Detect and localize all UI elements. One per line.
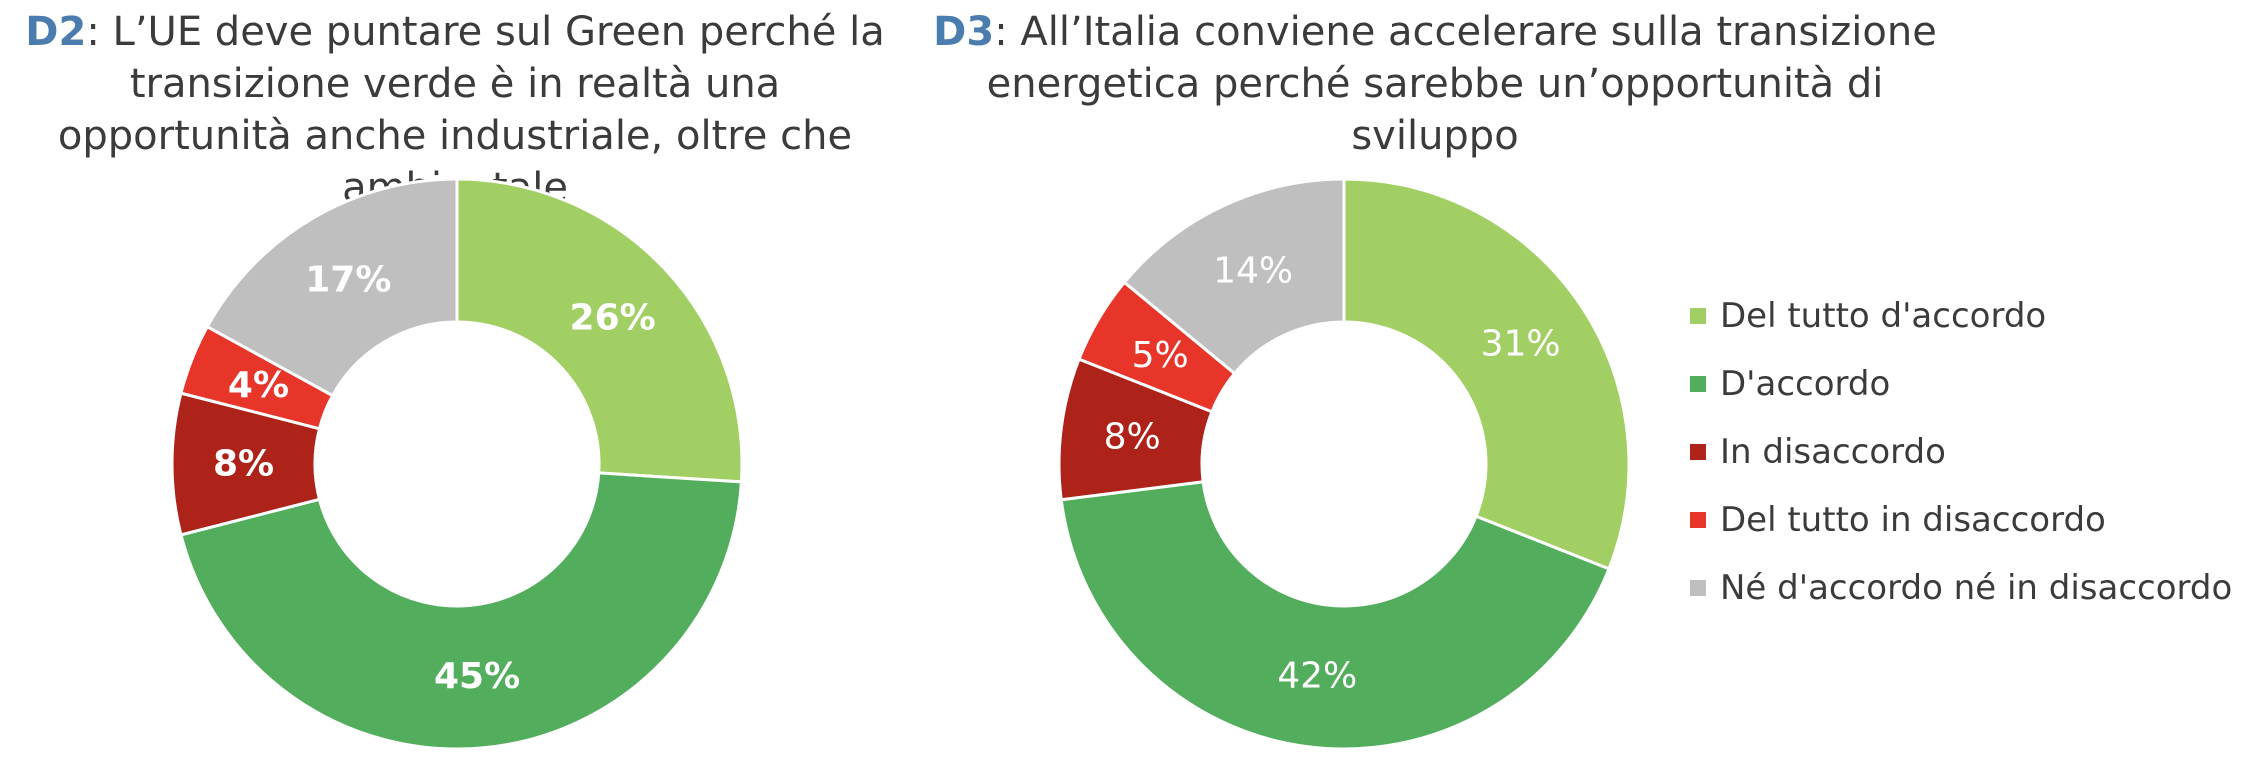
- data-label-d3-0: 31%: [1481, 323, 1561, 364]
- legend-swatch: [1690, 580, 1706, 596]
- legend-item: Né d'accordo né in disaccordo: [1690, 554, 2232, 622]
- data-label-d2-1: 45%: [434, 656, 520, 697]
- data-label-d3-4: 14%: [1213, 250, 1293, 291]
- data-label-d2-2: 8%: [213, 444, 274, 485]
- chart-title-d3-id: D3: [933, 9, 995, 55]
- slice-d3-4: [1122, 177, 1346, 376]
- slice-d2-4: [205, 177, 459, 398]
- data-label-d2-3: 4%: [228, 365, 289, 406]
- legend-label: Del tutto d'accordo: [1720, 296, 2047, 336]
- donut-d2: 26% 45% 8% 4% 17%: [170, 177, 744, 751]
- data-label-d2-4: 17%: [305, 260, 391, 301]
- chart-title-d3-text: : All’Italia conviene accelerare sulla t…: [986, 9, 1937, 159]
- legend-swatch: [1690, 444, 1706, 460]
- legend-label: Né d'accordo né in disaccordo: [1720, 568, 2233, 608]
- legend-swatch: [1690, 376, 1706, 392]
- legend-swatch: [1690, 308, 1706, 324]
- legend-item: Del tutto d'accordo: [1690, 282, 2232, 350]
- legend-label: In disaccordo: [1720, 432, 1946, 472]
- slice-d2-1: [179, 471, 744, 751]
- chart-title-d2-id: D2: [25, 9, 87, 55]
- data-label-d3-2: 8%: [1104, 417, 1161, 458]
- chart-title-d3: D3: All’Italia conviene accelerare sulla…: [930, 6, 1940, 162]
- data-label-d3-1: 42%: [1277, 655, 1357, 696]
- donut-d3: 31% 42% 8% 5% 14%: [1057, 177, 1631, 751]
- legend-item: Del tutto in disaccordo: [1690, 486, 2232, 554]
- legend-item: D'accordo: [1690, 350, 2232, 418]
- legend-label: D'accordo: [1720, 364, 1891, 404]
- slice-d3-0: [1342, 177, 1631, 571]
- legend: Del tutto d'accordo D'accordo In disaccord…: [1690, 282, 2232, 622]
- data-label-d2-0: 26%: [570, 297, 656, 338]
- data-label-d3-3: 5%: [1132, 335, 1189, 376]
- legend-swatch: [1690, 512, 1706, 528]
- slice-d2-0: [455, 177, 744, 484]
- legend-label: Del tutto in disaccordo: [1720, 500, 2106, 540]
- slice-d3-1: [1059, 480, 1611, 751]
- legend-item: In disaccordo: [1690, 418, 2232, 486]
